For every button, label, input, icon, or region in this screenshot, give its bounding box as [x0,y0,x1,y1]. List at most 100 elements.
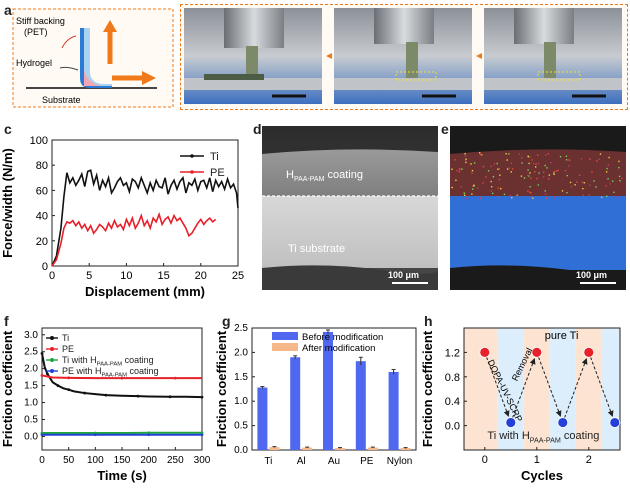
eds-dot [561,190,564,192]
cycle-band-5 [601,328,620,450]
eds-dot [588,194,590,196]
legend-marker-0 [50,336,54,340]
eds-dot [471,172,473,174]
eds-dot [473,162,476,164]
x-tick-label: 200 [140,455,157,466]
eds-dot [618,160,620,163]
eds-dot [547,178,550,180]
x-tick-label: 1 [534,454,540,466]
eds-dot [470,163,472,165]
photo-arrow-2 [476,53,482,59]
y-tick-label: 1.0 [24,398,38,409]
eds-dot [545,193,547,196]
bar-nylon-0 [388,371,399,450]
annotation-pure-ti: pure Ti [545,330,579,342]
eds-dot [492,192,494,195]
series-point [200,395,204,399]
chart-c: Displacement (mm) Force/width (N/m) 0 5 10 15… [0,135,244,299]
eds-dot [477,187,479,189]
eds-dot [615,196,617,199]
y-tick-label: 1.2 [445,347,460,359]
y-tick-label: 40 [36,211,48,223]
eds-dot [479,153,482,156]
cycle-point-5 [609,417,621,428]
legend-label: PE [210,167,225,179]
bar-au-1 [335,448,345,450]
legend-label-1: After modification [302,343,375,354]
eds-dot [506,168,509,170]
x-tick-label: 25 [232,270,244,282]
x-tick-label: 0 [39,455,45,466]
cycle-arrow-head-0 [503,410,510,417]
eds-dot [464,155,466,157]
eds-dot [565,155,568,157]
series-point [147,433,151,437]
y-tick-label: 0.5 [234,421,248,432]
cycle-band-0 [464,328,498,450]
eds-dot [531,159,533,161]
eds-dot [580,158,583,160]
eds-dot [569,159,571,162]
eds-dot [605,185,607,187]
eds-dot [498,178,501,181]
eds-dot [605,171,608,173]
eds-dot [553,172,555,174]
eds-dot [583,182,585,184]
y-tick-label: 0.5 [24,415,38,426]
eds-dot [606,195,608,198]
panel-letter-a: a [4,2,12,18]
legend-marker-1 [50,347,54,351]
y-tick-label: 2.0 [24,364,38,375]
y-tick-label: 100 [30,135,48,147]
series-point [120,376,124,380]
substrate-layer [262,196,438,268]
label-backing: Stiff backing [16,16,65,26]
bar-au-0 [323,331,333,450]
x-tick-label: 0 [49,270,55,282]
legend-marker-3 [50,369,54,373]
cycle-point-2 [531,347,543,358]
eds-dot [537,184,539,186]
eds-dot [482,182,484,184]
annotation-ti-with-coating: Ti with HPAA-PAM coating [487,430,599,444]
eds-dot [553,173,555,175]
scale-text-e: 100 μm [576,270,607,280]
eds-dot [609,183,611,185]
photo-arrow-1 [326,53,332,59]
substrate-label: Ti substrate [288,243,345,255]
eds-dot [582,187,584,190]
cycle-point-4 [583,347,595,358]
panel-letter-c: c [4,121,12,137]
series-point [200,431,204,435]
series-point [83,391,87,395]
eds-dot [555,170,557,172]
eds-dot [545,154,547,156]
eds-dot [490,165,492,168]
x-tick-label: 0 [482,454,488,466]
y-axis-label: Friction coefficient [420,330,435,447]
eds-dot [463,192,465,194]
cycle-arrow-1 [510,352,538,423]
eds-dot [542,176,545,178]
eds-dot [472,188,474,190]
eds-dot [530,177,532,179]
x-tick-label: 50 [63,455,75,466]
eds-dot [454,159,456,161]
legend-swatch-1 [272,343,298,351]
eds-dot [535,163,537,165]
cycle-arrow-0 [484,352,512,423]
eds-dot [518,153,521,155]
eds-dot [621,177,623,179]
legend-label-1: PE [62,344,74,354]
y-tick-label: 80 [36,160,48,172]
eds-dot [490,180,492,183]
eds-substrate [450,196,626,270]
eds-dot [471,169,474,172]
panel-letter-h: h [424,313,433,329]
bar-pe-1 [367,447,378,450]
eds-dot [461,168,463,170]
eds-dot [500,187,502,190]
series-point [56,384,60,388]
eds-dot [497,168,499,170]
eds-dot [550,161,552,164]
